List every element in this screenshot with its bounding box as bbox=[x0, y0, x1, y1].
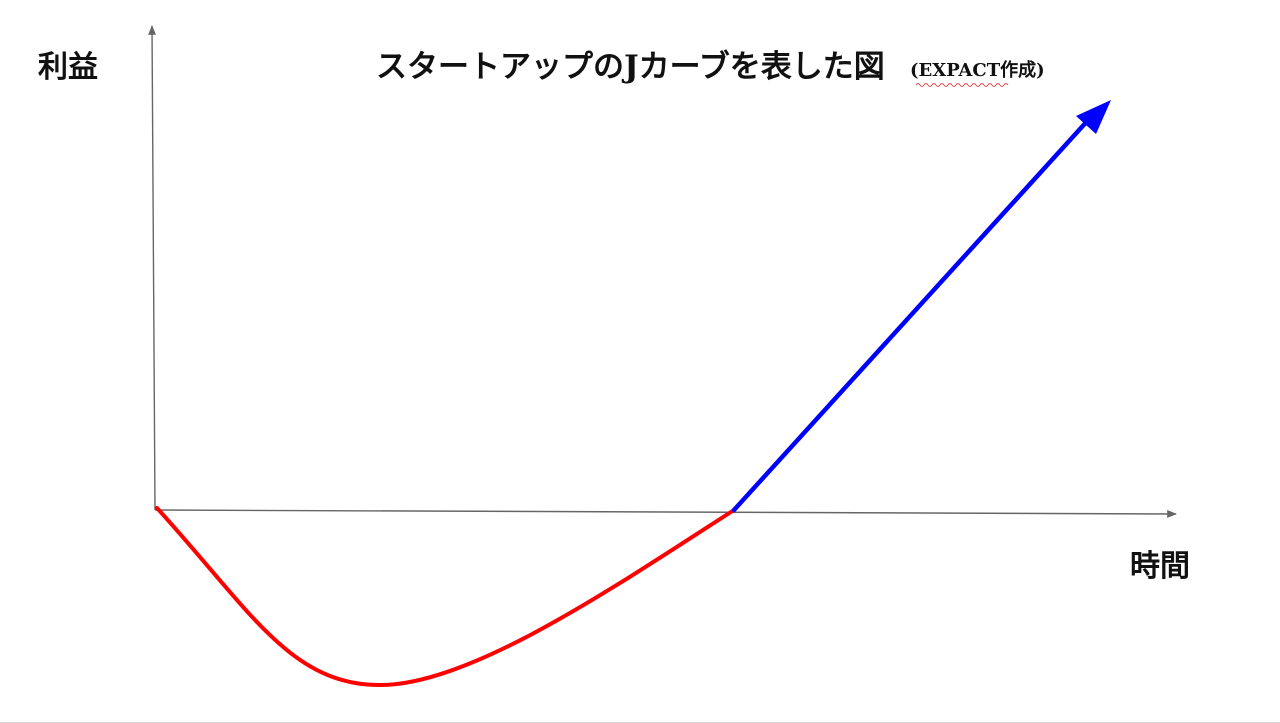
x-axis-label: 時間 bbox=[1130, 549, 1190, 584]
loss-curve bbox=[155, 506, 736, 688]
diagram-title: スタートアップのJカーブを表した図 bbox=[376, 49, 885, 85]
spellcheck-underline bbox=[915, 83, 1009, 87]
y-axis bbox=[148, 25, 156, 511]
growth-arrow-head bbox=[1076, 100, 1111, 134]
growth-arrow bbox=[731, 115, 1093, 513]
y-axis-label: 利益 bbox=[38, 50, 98, 85]
x-axis bbox=[154, 509, 1177, 518]
diagram-title-note: (EXPACT作成) bbox=[910, 59, 1045, 81]
